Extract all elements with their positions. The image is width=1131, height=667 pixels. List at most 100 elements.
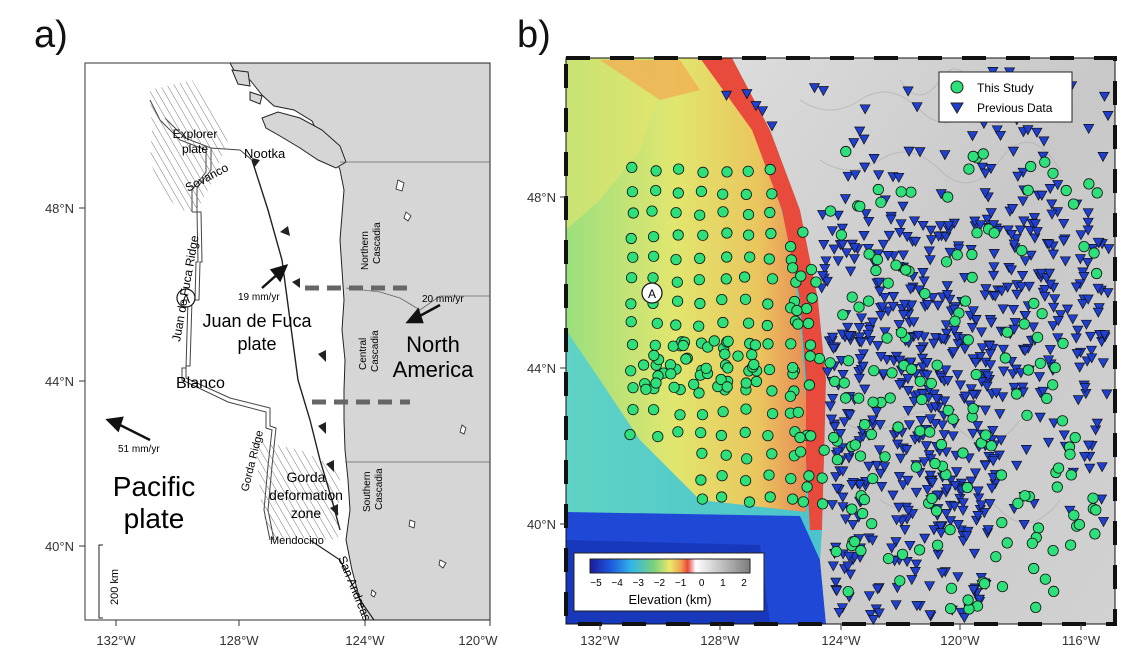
this-study-point	[626, 186, 639, 198]
previous-data-point	[876, 482, 888, 493]
this-study-point	[1068, 509, 1080, 521]
previous-data-point	[952, 572, 964, 583]
this-study-point	[862, 295, 875, 307]
previous-data-point	[855, 313, 868, 324]
this-study-point	[882, 277, 894, 289]
label-central-cascadia-1: Central	[358, 338, 369, 370]
this-study-point	[871, 254, 884, 266]
colorbar-tick-label: 2	[741, 578, 747, 589]
this-study-point	[1025, 160, 1037, 173]
this-study-point	[652, 430, 664, 443]
this-study-point	[717, 188, 729, 200]
previous-data-point	[938, 396, 951, 407]
previous-data-point	[848, 138, 860, 149]
previous-data-point	[827, 332, 839, 343]
this-study-point	[867, 396, 879, 408]
previous-data-point	[836, 223, 848, 234]
this-study-point	[1036, 308, 1048, 320]
this-study-point	[696, 493, 709, 505]
previous-data-point	[949, 480, 961, 492]
this-study-point	[739, 426, 751, 438]
previous-data-point	[1052, 180, 1064, 191]
previous-data-point	[829, 422, 841, 433]
this-study-point	[838, 377, 850, 389]
this-study-point	[1018, 318, 1030, 330]
this-study-point	[716, 470, 728, 482]
this-study-point	[900, 264, 912, 276]
previous-data-point	[847, 520, 859, 531]
label-gorda-2: deformation	[269, 487, 343, 503]
this-study-point	[742, 209, 755, 221]
vancouver-island	[261, 111, 347, 169]
previous-data-point	[756, 106, 769, 117]
this-study-point	[892, 421, 904, 433]
colorbar: −5 −4 −3 −2 −1 0 1 2 Elevation (km)	[573, 552, 765, 612]
previous-data-point	[917, 220, 929, 232]
this-study-point	[750, 375, 763, 388]
previous-data-point	[837, 370, 849, 381]
this-study-point	[895, 186, 907, 198]
previous-data-point	[825, 414, 838, 425]
this-study-point	[762, 298, 774, 310]
this-study-point	[839, 392, 852, 404]
this-study-point	[739, 475, 752, 487]
this-study-point	[765, 227, 777, 240]
previous-data-point	[971, 421, 984, 432]
previous-data-point	[894, 380, 906, 391]
previous-data-point	[1012, 171, 1024, 182]
previous-data-point	[893, 172, 905, 184]
previous-data-point	[986, 483, 998, 494]
this-study-point	[1010, 388, 1023, 400]
this-study-point	[1022, 364, 1035, 376]
label-northern-cascadia-2: Cascadia	[372, 222, 383, 264]
continental-slope	[700, 58, 826, 530]
previous-data-point	[940, 232, 952, 243]
this-study-point	[853, 301, 865, 313]
this-study-point	[693, 320, 705, 332]
label-pacific-2: plate	[124, 503, 185, 534]
this-study-point	[846, 291, 858, 303]
borders	[340, 161, 490, 463]
previous-data-point	[1048, 418, 1060, 429]
previous-data-point	[1067, 314, 1079, 325]
previous-data-point	[957, 498, 969, 509]
this-study-point	[1028, 562, 1040, 575]
colorbar-tick-label: −4	[611, 578, 623, 589]
this-study-point	[930, 505, 943, 517]
previous-data-point	[972, 511, 984, 522]
this-study-point	[872, 183, 884, 196]
b-xtick-4: 116°W	[1062, 633, 1101, 648]
previous-data-point	[821, 276, 833, 287]
previous-data-point	[879, 327, 891, 338]
this-study-point	[978, 578, 991, 590]
previous-data-point	[872, 584, 884, 595]
this-study-point	[762, 430, 774, 442]
label-central-cascadia-2: Cascadia	[370, 330, 381, 372]
label-southern-cascadia-2: Cascadia	[374, 468, 385, 510]
previous-data-point	[720, 90, 733, 101]
previous-data-point	[1016, 282, 1028, 293]
this-study-point	[674, 409, 686, 421]
previous-data-point	[947, 431, 959, 442]
this-study-point	[890, 259, 902, 271]
previous-data-point	[877, 239, 889, 250]
previous-data-point	[873, 608, 885, 619]
previous-data-point	[937, 334, 949, 345]
previous-data-point	[967, 428, 979, 439]
this-study-point	[696, 447, 708, 459]
previous-data-point	[1043, 239, 1055, 250]
this-study-point	[625, 298, 637, 310]
previous-data-point	[1006, 229, 1018, 241]
this-study-point	[1039, 156, 1051, 168]
this-study-point	[882, 552, 895, 565]
this-study-point	[967, 150, 979, 162]
this-study-point	[842, 585, 854, 598]
this-study-point	[637, 359, 650, 371]
previous-data-point	[828, 244, 840, 255]
previous-data-point	[837, 492, 849, 503]
this-study-point	[914, 375, 926, 387]
previous-data-point	[914, 147, 926, 158]
previous-data-point	[874, 420, 886, 431]
this-study-point	[792, 318, 804, 330]
previous-data-point	[854, 332, 866, 343]
